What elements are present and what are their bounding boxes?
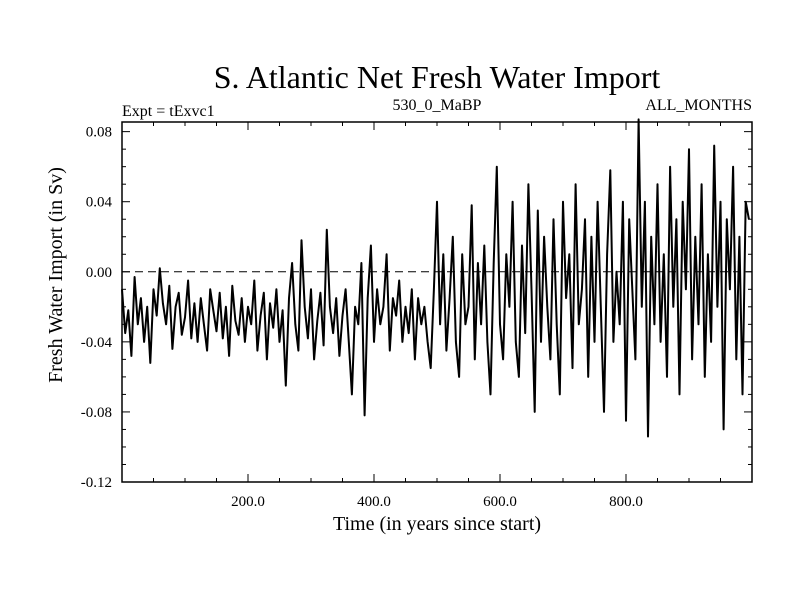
y-tick-labels: -0.12 -0.08 -0.04 0.00 0.04 0.08 <box>81 125 113 491</box>
x-tick-labels: 200.0 400.0 600.0 800.0 <box>231 494 643 510</box>
y-tick-label: 0.08 <box>86 125 112 141</box>
chart-title: S. Atlantic Net Fresh Water Import <box>214 59 661 95</box>
y-tick-label: 0.00 <box>86 265 112 281</box>
x-tick-label: 200.0 <box>231 494 265 510</box>
y-tick-label: -0.08 <box>81 405 112 421</box>
subtitle-months: ALL_MONTHS <box>645 97 752 114</box>
x-tick-label: 400.0 <box>357 494 391 510</box>
y-tick-label: 0.04 <box>86 195 113 211</box>
x-tick-label: 600.0 <box>483 494 517 510</box>
x-axis-label: Time (in years since start) <box>333 513 541 535</box>
axis-ticks <box>122 122 752 483</box>
y-tick-label: -0.12 <box>81 475 112 491</box>
y-axis-label: Fresh Water Import (in Sv) <box>45 167 67 383</box>
subtitle-period: 530_0_MaBP <box>393 97 482 114</box>
subtitle-experiment: Expt = tExvc1 <box>122 103 215 120</box>
x-tick-label: 800.0 <box>609 494 643 510</box>
plot-frame <box>121 121 753 483</box>
y-tick-label: -0.04 <box>81 335 113 351</box>
data-series-line <box>121 118 750 438</box>
